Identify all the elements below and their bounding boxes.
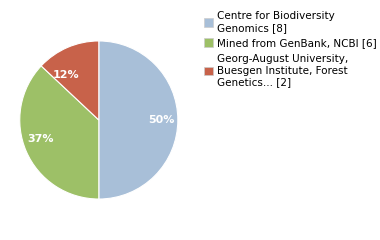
Wedge shape: [41, 41, 99, 120]
Wedge shape: [20, 66, 99, 199]
Legend: Centre for Biodiversity
Genomics [8], Mined from GenBank, NCBI [6], Georg-August: Centre for Biodiversity Genomics [8], Mi…: [203, 10, 378, 88]
Text: 12%: 12%: [53, 70, 79, 80]
Wedge shape: [99, 41, 178, 199]
Text: 37%: 37%: [27, 134, 54, 144]
Text: 50%: 50%: [148, 115, 174, 125]
